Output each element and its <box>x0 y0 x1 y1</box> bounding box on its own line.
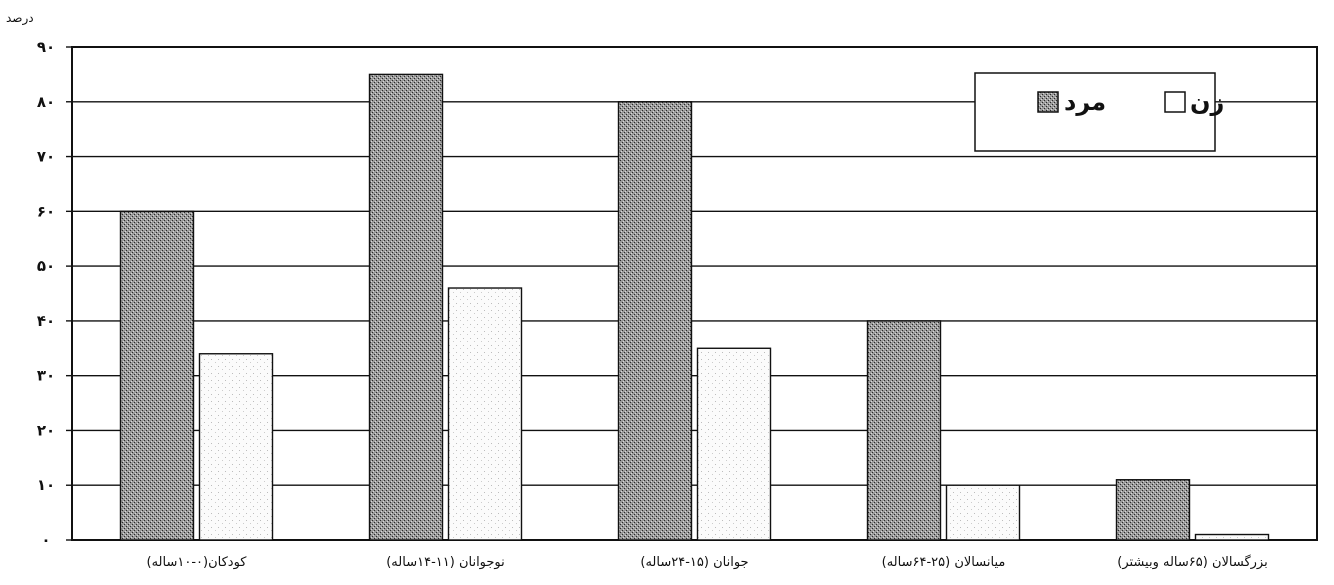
bar-female <box>696 347 772 541</box>
y-tick-label: ۵۰ <box>37 257 55 275</box>
bar-female <box>198 353 274 541</box>
y-tick-label: ۴۰ <box>37 312 55 330</box>
y-tick-label: ۹۰ <box>37 38 55 56</box>
x-category-label: کودکان(۰-۱۰ساله) <box>147 555 248 570</box>
x-axis-labels: کودکان(۰-۱۰ساله) نوجوانان (۱۱-۱۴ساله) جوان… <box>147 554 1268 570</box>
y-tick-label: ۱۰ <box>37 476 55 494</box>
y-tick-label: ۶۰ <box>37 202 55 220</box>
x-category-label: بزرگسالان (۶۵ساله وبیشتر) <box>1117 554 1267 570</box>
y-tick-label: ۸۰ <box>37 93 55 111</box>
y-tick-label: ۳۰ <box>37 367 55 385</box>
x-category-label: جوانان (۱۵-۲۴ساله) <box>640 555 748 570</box>
x-category-label: میانسالان (۲۵-۶۴ساله) <box>882 555 1006 570</box>
legend: زن مرد <box>974 72 1224 152</box>
legend-label-female: زن <box>1190 88 1224 116</box>
bar-male <box>617 101 693 541</box>
bar-female <box>1194 533 1270 541</box>
y-tick-label: ۰ <box>41 531 50 549</box>
bar-female <box>447 287 523 541</box>
y-axis-unit-label: درصد <box>6 11 34 26</box>
bar-male <box>368 73 444 541</box>
bar-male <box>1115 479 1191 541</box>
y-tick-label: ۲۰ <box>37 421 55 439</box>
bar-female <box>945 484 1021 541</box>
y-tick-label: ۷۰ <box>37 148 55 166</box>
legend-swatch-female <box>1164 91 1186 113</box>
x-category-label: نوجوانان (۱۱-۱۴ساله) <box>386 555 505 570</box>
y-axis-ticks: ۰ ۱۰ ۲۰ ۳۰ ۴۰ ۵۰ ۶۰ ۷۰ ۸۰ ۹۰ <box>37 38 72 549</box>
legend-label-male: مرد <box>1064 88 1106 116</box>
bar-male <box>866 320 942 541</box>
bar-male <box>119 210 195 541</box>
legend-swatch-male <box>1037 91 1059 113</box>
bars <box>119 73 1270 541</box>
grid-lines <box>72 101 1317 486</box>
